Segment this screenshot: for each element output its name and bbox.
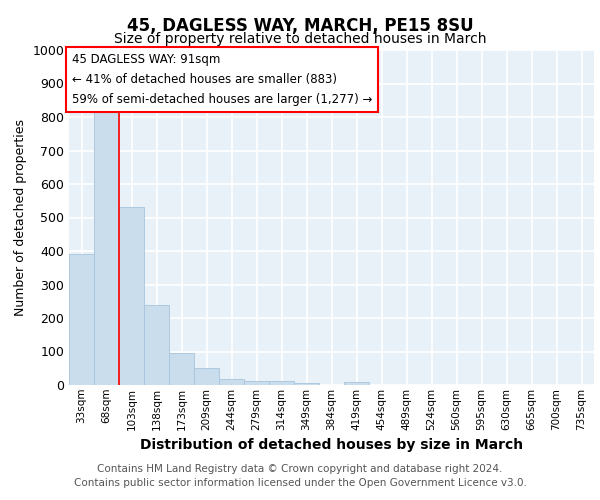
Text: Contains HM Land Registry data © Crown copyright and database right 2024.
Contai: Contains HM Land Registry data © Crown c… xyxy=(74,464,526,487)
Y-axis label: Number of detached properties: Number of detached properties xyxy=(14,119,27,316)
Bar xyxy=(244,380,269,385)
Bar xyxy=(169,352,194,385)
Text: 45 DAGLESS WAY: 91sqm
← 41% of detached houses are smaller (883)
59% of semi-det: 45 DAGLESS WAY: 91sqm ← 41% of detached … xyxy=(71,54,372,106)
Bar xyxy=(119,208,144,385)
Text: 45, DAGLESS WAY, MARCH, PE15 8SU: 45, DAGLESS WAY, MARCH, PE15 8SU xyxy=(127,18,473,36)
Text: Size of property relative to detached houses in March: Size of property relative to detached ho… xyxy=(114,32,486,46)
Bar xyxy=(94,107,119,385)
Bar xyxy=(294,383,319,385)
Bar xyxy=(269,381,294,385)
Bar xyxy=(69,254,94,385)
Bar xyxy=(219,379,244,385)
Bar xyxy=(344,382,369,385)
Bar xyxy=(144,304,169,385)
Bar xyxy=(194,368,219,385)
X-axis label: Distribution of detached houses by size in March: Distribution of detached houses by size … xyxy=(140,438,523,452)
